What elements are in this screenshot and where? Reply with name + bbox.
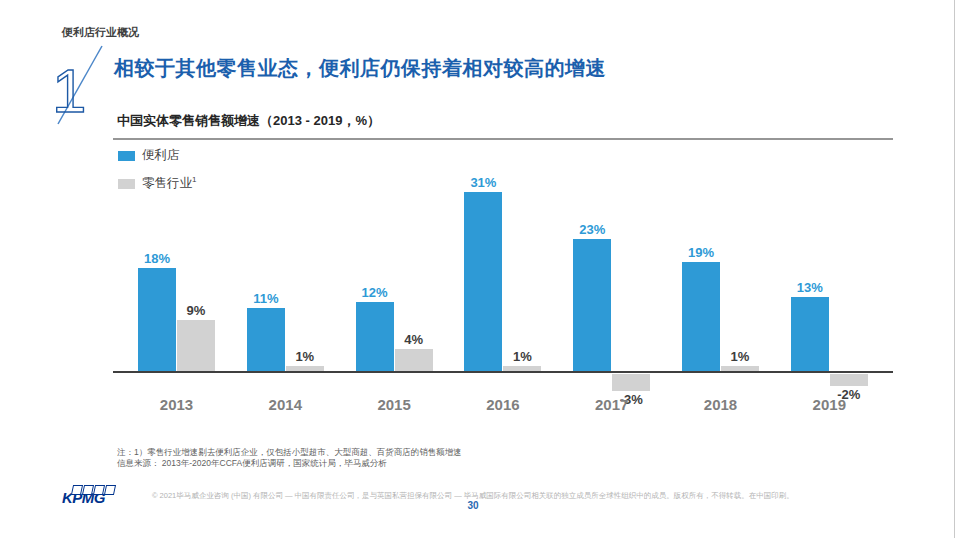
legend-label-text: 零售行业 bbox=[142, 176, 192, 190]
x-axis-label-2015: 2015 bbox=[362, 396, 426, 413]
footnote-line-1: 注：1）零售行业增速剔去便利店企业，仅包括小型超市、大型商超、百货商店的销售额增… bbox=[117, 447, 462, 458]
bar-value-label-2014: 11% bbox=[237, 291, 295, 306]
bar-value-label-2014: 1% bbox=[276, 349, 334, 364]
bar-value-label-2016: 1% bbox=[493, 349, 551, 364]
legend-item-convenience-store: 便利店 bbox=[118, 147, 180, 164]
slide-title: 相较于其他零售业态，便利店仍保持着相对较高的增速 bbox=[114, 55, 606, 82]
x-axis-line bbox=[113, 371, 893, 373]
bar-convenience-2019 bbox=[791, 297, 829, 372]
x-axis-label-2017: 2017 bbox=[580, 396, 644, 413]
bar-value-label-2019: 13% bbox=[781, 280, 839, 295]
legend-label-retail-industry: 零售行业1 bbox=[142, 175, 196, 192]
bar-convenience-2015 bbox=[356, 302, 394, 372]
slide-number-graphic: 1 bbox=[46, 40, 108, 126]
x-axis-label-2013: 2013 bbox=[145, 396, 209, 413]
bar-value-label-2018: 19% bbox=[672, 245, 730, 260]
legend-footnote-marker: 1 bbox=[192, 175, 196, 184]
bar-value-label-2017: -3% bbox=[602, 392, 660, 407]
bar-convenience-2014 bbox=[247, 308, 285, 372]
bar-value-label-2013: 9% bbox=[167, 303, 225, 318]
legend-swatch-convenience-store bbox=[118, 151, 135, 161]
bar-retail-2013 bbox=[177, 320, 215, 372]
bar-convenience-2016 bbox=[464, 192, 502, 372]
x-axis-label-2016: 2016 bbox=[471, 396, 535, 413]
legend-item-retail-industry: 零售行业1 bbox=[118, 175, 196, 192]
x-axis-label-2014: 2014 bbox=[253, 396, 317, 413]
bar-retail-2019 bbox=[830, 374, 868, 386]
x-axis-label-2018: 2018 bbox=[689, 396, 753, 413]
bar-value-label-2016: 31% bbox=[454, 175, 512, 190]
kpmg-logo-square bbox=[104, 485, 116, 495]
bar-convenience-2018 bbox=[682, 262, 720, 372]
legend-swatch-retail-industry bbox=[118, 179, 135, 189]
bar-convenience-2013 bbox=[138, 268, 176, 372]
copyright-text: © 2021毕马威企业咨询 (中国) 有限公司 — 中国有限责任公司，是与英国私… bbox=[152, 491, 922, 500]
bar-value-label-2013: 18% bbox=[128, 251, 186, 266]
bar-retail-2015 bbox=[395, 349, 433, 372]
bar-convenience-2017 bbox=[573, 239, 611, 372]
page-number: 30 bbox=[438, 500, 508, 511]
source-line: 信息来源： 2013年-2020年CCFA便利店调研，国家统计局，毕马威分析 bbox=[117, 458, 387, 469]
x-axis-label-2019: 2019 bbox=[797, 396, 861, 413]
chart-title: 中国实体零售销售额增速（2013 - 2019，%） bbox=[117, 112, 380, 130]
bar-value-label-2017: 23% bbox=[563, 222, 621, 237]
legend-label-convenience-store: 便利店 bbox=[142, 147, 180, 164]
bar-value-label-2019: -2% bbox=[820, 387, 878, 402]
chart-title-rule bbox=[113, 138, 893, 140]
slide: 便利店行业概况 1 相较于其他零售业态，便利店仍保持着相对较高的增速 中国实体零… bbox=[0, 0, 955, 538]
section-label: 便利店行业概况 bbox=[62, 25, 139, 40]
kpmg-logo: KPMG bbox=[62, 485, 122, 506]
bar-value-label-2018: 1% bbox=[711, 349, 769, 364]
bar-value-label-2015: 12% bbox=[346, 285, 404, 300]
legend-label-text: 便利店 bbox=[142, 148, 180, 162]
slide-number-text: 1 bbox=[52, 56, 86, 125]
bar-value-label-2015: 4% bbox=[385, 332, 443, 347]
bar-retail-2017 bbox=[612, 374, 650, 391]
